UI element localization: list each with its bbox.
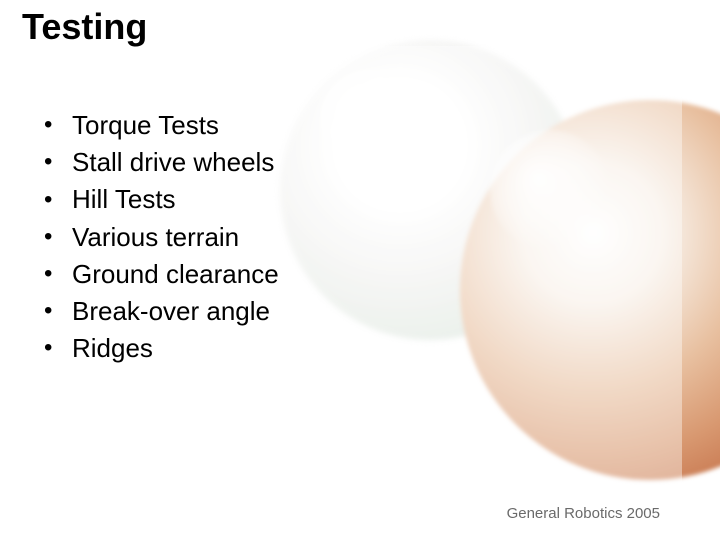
list-item-text: Torque Tests bbox=[72, 110, 219, 141]
slide-title: Testing bbox=[22, 6, 147, 48]
list-item-text: Hill Tests bbox=[72, 184, 176, 215]
list-item: • Break-over angle bbox=[44, 296, 279, 327]
bullet-icon: • bbox=[44, 148, 72, 177]
list-item: • Stall drive wheels bbox=[44, 147, 279, 178]
list-item-text: Break-over angle bbox=[72, 296, 270, 327]
bullet-icon: • bbox=[44, 260, 72, 289]
bullet-icon: • bbox=[44, 186, 72, 215]
bullet-icon: • bbox=[44, 111, 72, 140]
list-item-text: Stall drive wheels bbox=[72, 147, 274, 178]
bullet-icon: • bbox=[44, 334, 72, 363]
list-item-text: Ground clearance bbox=[72, 259, 279, 290]
slide-footer: General Robotics 2005 bbox=[507, 505, 660, 522]
list-item: • Various terrain bbox=[44, 222, 279, 253]
list-item: • Ridges bbox=[44, 333, 279, 364]
bullet-list: • Torque Tests • Stall drive wheels • Hi… bbox=[44, 110, 279, 370]
bullet-icon: • bbox=[44, 297, 72, 326]
list-item-text: Various terrain bbox=[72, 222, 239, 253]
list-item: • Hill Tests bbox=[44, 184, 279, 215]
list-item-text: Ridges bbox=[72, 333, 153, 364]
list-item: • Ground clearance bbox=[44, 259, 279, 290]
bullet-icon: • bbox=[44, 223, 72, 252]
list-item: • Torque Tests bbox=[44, 110, 279, 141]
